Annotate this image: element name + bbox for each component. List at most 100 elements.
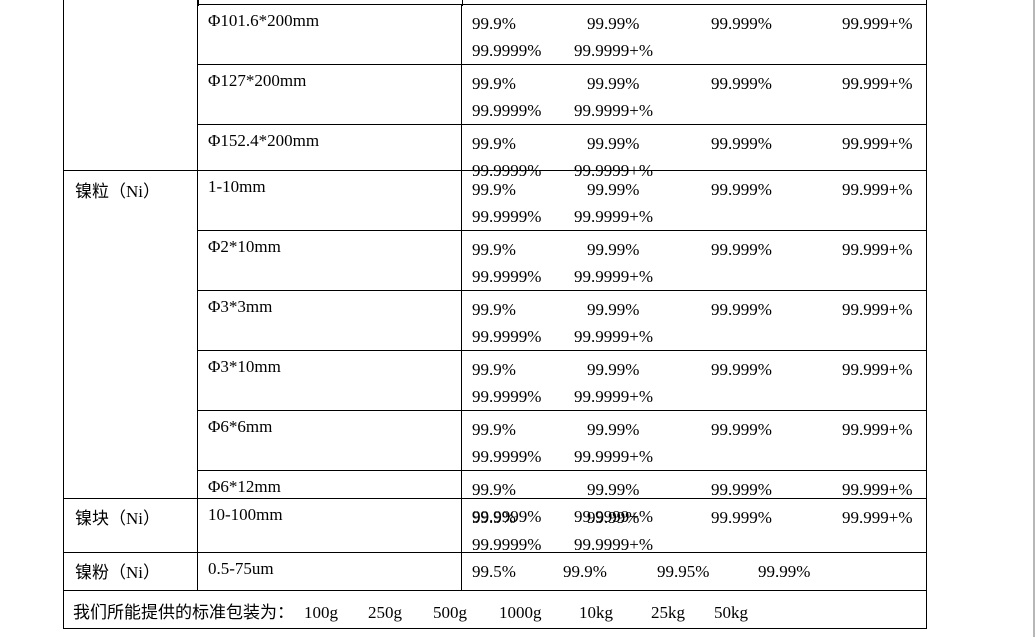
purity-value: 99.99% bbox=[587, 240, 640, 259]
purity-value: 99.9% bbox=[472, 240, 516, 259]
purity-value: 99.9% bbox=[472, 180, 516, 199]
purity-value: 99.99% bbox=[587, 180, 640, 199]
section-rows: 1-10mm 99.9% 99.99% 99.999% 99.999+% 99.9999%… bbox=[198, 171, 926, 530]
table-section: 镍块（Ni） 10-100mm 99.9% 99.99% 99.999% 99.999+%… bbox=[64, 498, 926, 558]
purity-value: 99.9% bbox=[472, 508, 516, 527]
purity-value: 99.95% bbox=[657, 562, 710, 581]
size-cell: Φ152.4*200mm bbox=[198, 125, 462, 184]
table-row: 0.5-75um 99.5% 99.9% 99.95% 99.99% bbox=[198, 553, 926, 590]
packaging-size: 25kg bbox=[651, 603, 685, 622]
table-row: Φ3*3mm 99.9% 99.99% 99.999% 99.999+% 99.9999%… bbox=[198, 290, 926, 350]
purity-line: 99.9999% 99.9999+% bbox=[472, 203, 918, 230]
purity-value: 99.999+% bbox=[842, 300, 913, 319]
purity-value: 99.9999% bbox=[472, 507, 542, 526]
table-row: 10-100mm 99.9% 99.99% 99.999% 99.999+% 99.999… bbox=[198, 499, 926, 558]
purity-line: 99.9999% 99.9999+% bbox=[472, 323, 918, 350]
purity-cell: 99.9% 99.99% 99.999% 99.999+% 99.9999% 99.999… bbox=[462, 411, 926, 470]
purity-value: 99.9% bbox=[472, 420, 516, 439]
table-row: Φ3*10mm 99.9% 99.99% 99.999% 99.999+% 99.9999… bbox=[198, 350, 926, 410]
purity-value: 99.999% bbox=[711, 480, 772, 499]
purity-value: 99.9999% bbox=[472, 327, 542, 346]
purity-line: 99.9% 99.99% 99.999% 99.999+% bbox=[472, 504, 918, 531]
size-cell: Φ3*10mm bbox=[198, 351, 462, 410]
size-cell: 10-100mm bbox=[198, 499, 462, 558]
purity-value: 99.99% bbox=[587, 74, 640, 93]
packaging-size: 50kg bbox=[714, 603, 748, 622]
size-cell: 0.5-75um bbox=[198, 553, 462, 590]
table-vertical-border-segment bbox=[198, 0, 199, 6]
purity-cell: 99.9% 99.99% 99.999% 99.999+% 99.9999% 99.999… bbox=[462, 65, 926, 124]
purity-cell: 99.9% 99.99% 99.999% 99.999+% 99.9999% 99.999… bbox=[462, 171, 926, 230]
table-row: 1-10mm 99.9% 99.99% 99.999% 99.999+% 99.9999%… bbox=[198, 171, 926, 230]
section-rows: 0.5-75um 99.5% 99.9% 99.95% 99.99% bbox=[198, 553, 926, 590]
category-cell: 镍块（Ni） bbox=[64, 499, 198, 552]
purity-line: 99.9% 99.99% 99.999% 99.999+% bbox=[472, 236, 918, 263]
size-cell: Φ101.6*200mm bbox=[198, 5, 462, 64]
purity-value: 99.99% bbox=[587, 300, 640, 319]
packaging-size: 10kg bbox=[579, 603, 613, 622]
purity-value: 99.9999% bbox=[472, 101, 542, 120]
purity-cell: 99.9% 99.99% 99.999% 99.999+% 99.9999% 99.999… bbox=[462, 125, 926, 184]
purity-value: 99.999+% bbox=[842, 360, 913, 379]
purity-cell: 99.9% 99.99% 99.999% 99.999+% 99.9999% 99.999… bbox=[462, 231, 926, 290]
section-rows: Φ101.6*200mm 99.9% 99.99% 99.999% 99.999+% 99… bbox=[198, 4, 926, 184]
purity-line: 99.9999% 99.9999+% bbox=[472, 383, 918, 410]
table-row: Φ2*10mm 99.9% 99.99% 99.999% 99.999+% 99.9999… bbox=[198, 230, 926, 290]
purity-line: 99.9% 99.99% 99.999% 99.999+% bbox=[472, 176, 918, 203]
purity-value: 99.999% bbox=[711, 180, 772, 199]
purity-value: 99.9% bbox=[472, 74, 516, 93]
purity-line: 99.9999% 99.9999+% bbox=[472, 503, 918, 530]
table-row: Φ6*6mm 99.9% 99.99% 99.999% 99.999+% 99.9999%… bbox=[198, 410, 926, 470]
category-cell: 镍粒（Ni） bbox=[64, 171, 198, 498]
purity-value: 99.9999+% bbox=[574, 387, 653, 406]
purity-value: 99.999% bbox=[711, 420, 772, 439]
category-cell: 镍粉（Ni） bbox=[64, 553, 198, 590]
purity-line: 99.9% 99.99% 99.999% 99.999+% bbox=[472, 10, 918, 37]
purity-value: 99.9999+% bbox=[574, 327, 653, 346]
packaging-size: 250g bbox=[368, 603, 402, 622]
purity-value: 99.9999% bbox=[472, 207, 542, 226]
purity-value: 99.999% bbox=[711, 74, 772, 93]
purity-line: 99.9% 99.99% 99.999% 99.999+% bbox=[472, 296, 918, 323]
purity-value: 99.999% bbox=[711, 360, 772, 379]
purity-value: 99.99% bbox=[587, 420, 640, 439]
purity-value: 99.99% bbox=[587, 134, 640, 153]
table-row: Φ127*200mm 99.9% 99.99% 99.999% 99.999+% 99.9… bbox=[198, 64, 926, 124]
purity-value: 99.9% bbox=[563, 562, 607, 581]
purity-value: 99.9999+% bbox=[574, 507, 653, 526]
packaging-size: 500g bbox=[433, 603, 467, 622]
purity-value: 99.999% bbox=[711, 134, 772, 153]
purity-value: 99.9999+% bbox=[574, 41, 653, 60]
purity-value: 99.9% bbox=[472, 14, 516, 33]
table-row: Φ152.4*200mm 99.9% 99.99% 99.999% 99.999+% 99… bbox=[198, 124, 926, 184]
purity-cell: 99.9% 99.99% 99.999% 99.999+% 99.9999% 99.999… bbox=[462, 351, 926, 410]
purity-value: 99.999% bbox=[711, 300, 772, 319]
category-cell bbox=[64, 0, 198, 170]
table-section: 镍粒（Ni） 1-10mm 99.9% 99.99% 99.999% 99.999+% 99… bbox=[64, 170, 926, 530]
table-vertical-border-segment bbox=[462, 0, 463, 6]
purity-value: 99.9999+% bbox=[574, 447, 653, 466]
purity-cell: 99.9% 99.99% 99.999% 99.999+% 99.9999% 99.999… bbox=[462, 499, 926, 558]
purity-line: 99.5% 99.9% 99.95% 99.99% bbox=[472, 558, 918, 585]
purity-cell: 99.9% 99.99% 99.999% 99.999+% 99.9999% 99.999… bbox=[462, 471, 926, 530]
size-cell: Φ3*3mm bbox=[198, 291, 462, 350]
packaging-row: 我们所能提供的标准包装为： 100g 250g 500g 1000g 10kg 25kg 50… bbox=[64, 590, 926, 628]
purity-value: 99.999+% bbox=[842, 240, 913, 259]
nickel-products-table: Φ101.6*200mm 99.9% 99.99% 99.999% 99.999+% 99… bbox=[63, 0, 927, 629]
purity-value: 99.999% bbox=[711, 508, 772, 527]
packaging-size: 100g bbox=[304, 603, 338, 622]
packaging-label: 我们所能提供的标准包装为： bbox=[73, 603, 294, 622]
purity-value: 99.9999% bbox=[472, 447, 542, 466]
purity-value: 99.99% bbox=[587, 480, 640, 499]
table-row: Φ101.6*200mm 99.9% 99.99% 99.999% 99.999+% 99… bbox=[198, 5, 926, 64]
purity-value: 99.99% bbox=[587, 14, 640, 33]
size-cell: Φ6*6mm bbox=[198, 411, 462, 470]
purity-line: 99.9999% 99.9999+% bbox=[472, 37, 918, 64]
size-cell: Φ127*200mm bbox=[198, 65, 462, 124]
purity-value: 99.9999+% bbox=[574, 267, 653, 286]
purity-value: 99.9999% bbox=[472, 267, 542, 286]
purity-line: 99.9% 99.99% 99.999% 99.999+% bbox=[472, 416, 918, 443]
purity-value: 99.9999% bbox=[472, 41, 542, 60]
purity-cell: 99.5% 99.9% 99.95% 99.99% bbox=[462, 553, 926, 590]
